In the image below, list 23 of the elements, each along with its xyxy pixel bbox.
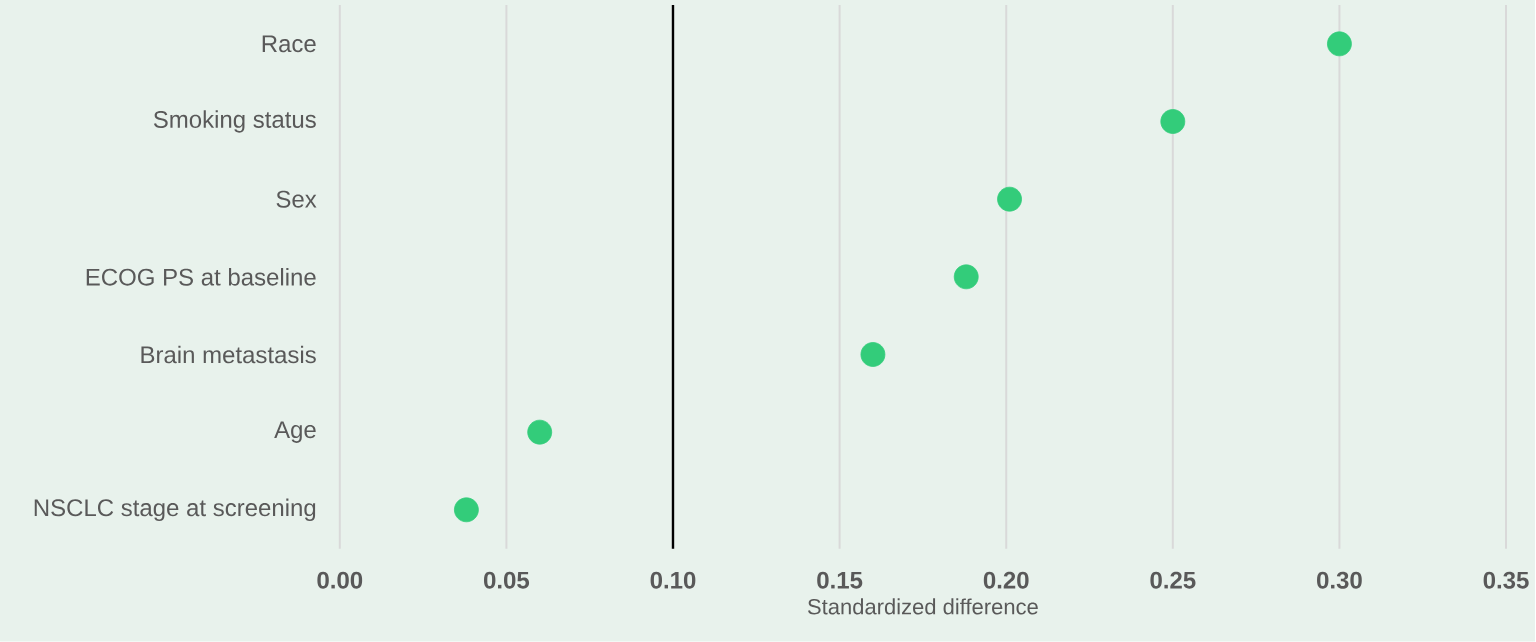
x-tick-label: 0.00 [317,571,363,589]
y-tick-label: Brain metastasis [141,345,316,364]
y-tick-label: Sex [276,190,317,208]
y-tick-label: ECOG PS at baseline [86,268,316,286]
y-tick-label: Race [262,35,316,53]
x-tick-label: 0.10 [650,571,696,589]
point [454,497,479,523]
point [1160,109,1186,135]
x-tick-label: 0.05 [483,571,530,589]
point [527,419,553,445]
point [860,342,886,368]
x-tick-label: 0.35 [1483,571,1529,589]
y-tick-label: Age [274,421,316,444]
point [953,264,979,290]
point [997,186,1022,212]
y-tick-label: NSCLC stage at screening [34,498,316,522]
y-tick-label: Smoking status [153,110,316,133]
x-tick-label: 0.25 [1150,571,1196,589]
x-tick-label: 0.20 [983,571,1029,589]
x-tick-label: 0.15 [817,571,863,589]
x-axis-title: Standardized difference [807,598,1038,615]
point [1327,31,1352,57]
x-tick-label: 0.30 [1317,571,1362,589]
